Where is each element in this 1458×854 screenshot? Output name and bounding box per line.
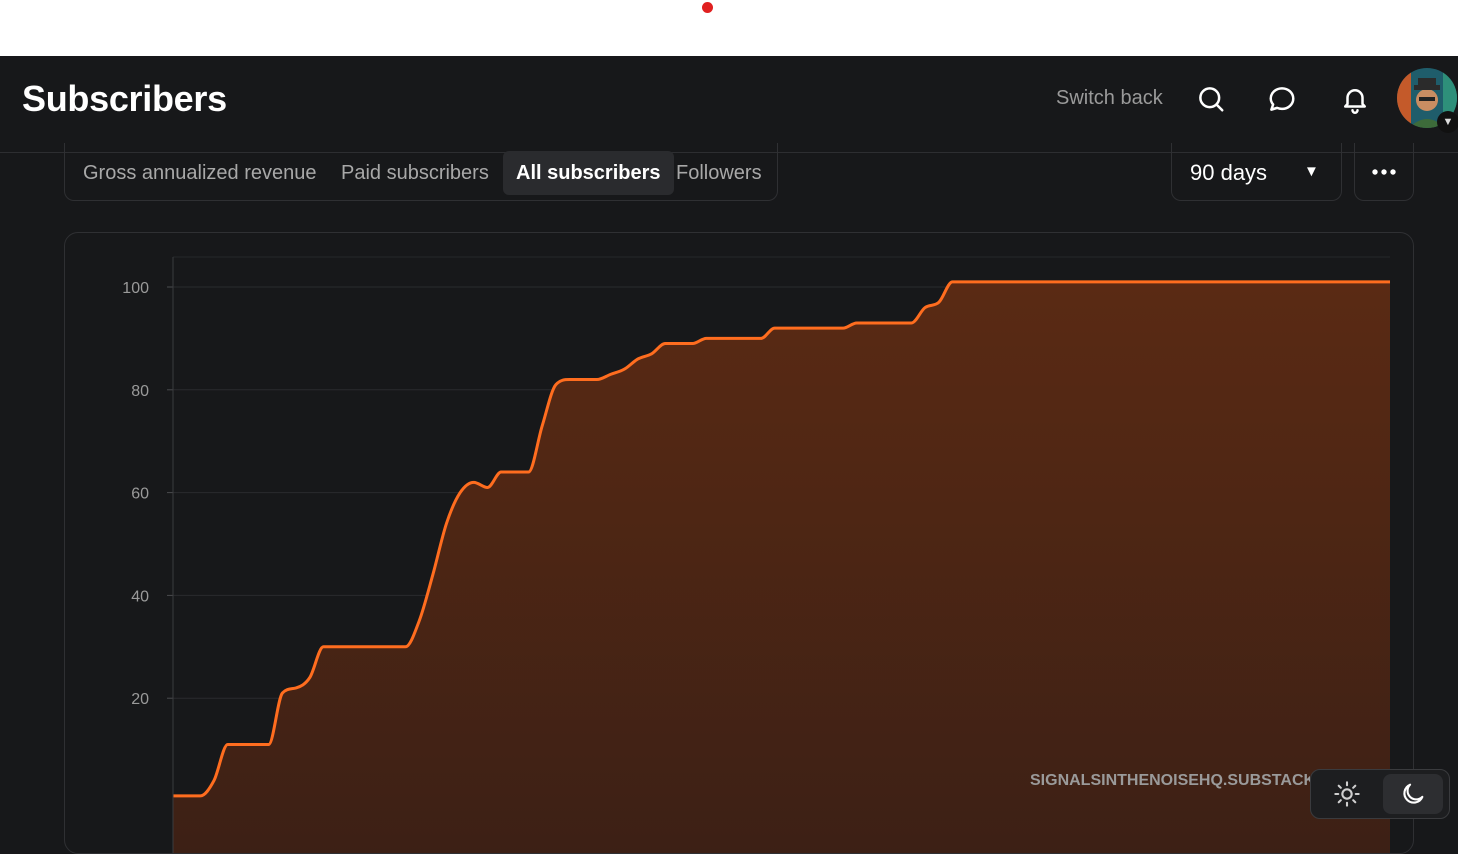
series-line	[172, 280, 1390, 798]
y-tick-label: 40	[131, 588, 149, 605]
moon-icon	[1403, 783, 1424, 804]
search-icon[interactable]	[1194, 82, 1228, 116]
tab-all-subscribers[interactable]: All subscribers	[503, 151, 674, 195]
dark-mode-button[interactable]	[1383, 774, 1443, 814]
more-options-button[interactable]	[1354, 143, 1414, 201]
y-tick-label: 80	[131, 383, 149, 400]
publication-watermark: SIGNALSINTHENOISEHQ.SUBSTACK.COM	[1020, 772, 1310, 790]
metric-tabs: Gross annualized revenue Paid subscriber…	[64, 143, 778, 201]
y-tick-label: 20	[131, 691, 149, 708]
series-area	[173, 281, 1390, 853]
switch-back-link[interactable]: Switch back	[1056, 87, 1163, 109]
sun-icon	[1334, 781, 1360, 807]
recording-indicator-icon	[702, 2, 713, 13]
tab-gross-annualized-revenue[interactable]: Gross annualized revenue	[83, 161, 317, 184]
light-mode-button[interactable]	[1317, 774, 1377, 814]
tab-paid-subscribers[interactable]: Paid subscribers	[341, 161, 489, 184]
page-title: Subscribers	[22, 78, 227, 119]
chart-card: 20 40 60 80 100	[64, 232, 1414, 854]
date-range-value: 90 days	[1190, 160, 1268, 185]
page-header: Subscribers Switch back ▼	[0, 56, 1458, 153]
browser-top-strip	[0, 0, 1458, 56]
date-range-select[interactable]: 90 days ▼	[1171, 143, 1342, 201]
tab-followers[interactable]: Followers	[676, 161, 762, 184]
watermark-text: SIGNALSINTHENOISEHQ.SUBSTACK.COM	[1030, 772, 1310, 789]
chevron-down-icon[interactable]: ▼	[1437, 111, 1458, 133]
bell-icon[interactable]	[1338, 82, 1372, 116]
theme-toggle	[1310, 769, 1450, 819]
subscribers-chart: 20 40 60 80 100	[122, 256, 1390, 853]
y-tick-label: 60	[131, 486, 149, 503]
chat-icon[interactable]	[1265, 82, 1299, 116]
y-tick-label: 100	[122, 280, 149, 297]
chevron-down-icon: ▼	[1304, 163, 1319, 180]
ellipsis-icon	[1372, 168, 1396, 175]
